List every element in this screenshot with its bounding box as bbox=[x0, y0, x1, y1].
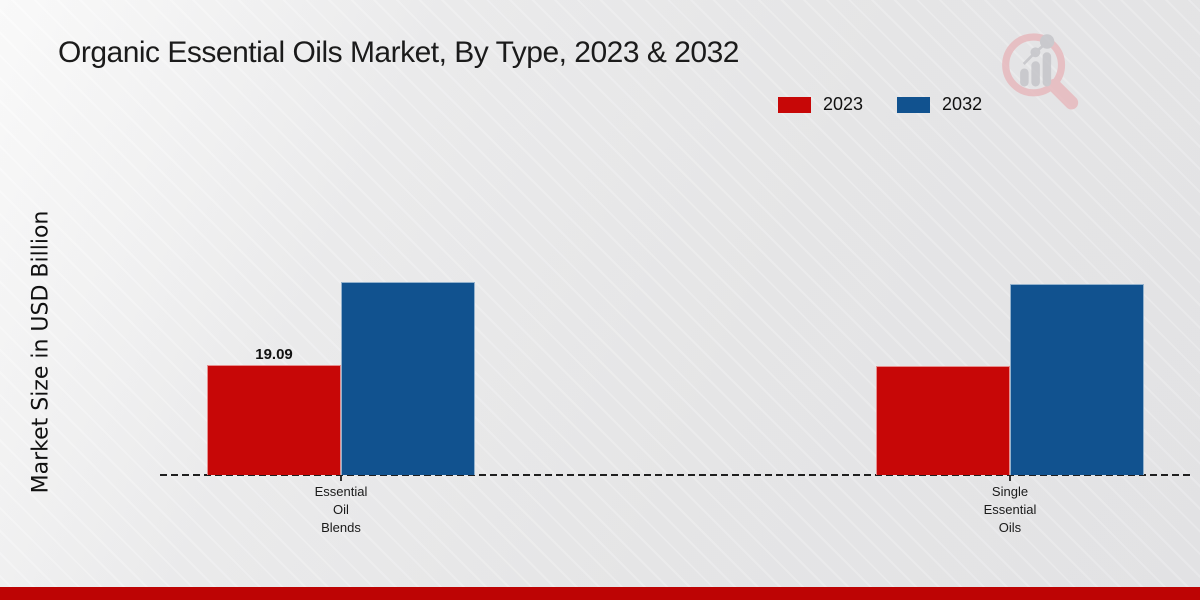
legend-item-2032: 2032 bbox=[897, 94, 982, 115]
bar-value-label: 19.09 bbox=[255, 346, 293, 363]
magnifier-bar-chart-logo-icon bbox=[993, 28, 1085, 123]
x-category-label: Essential Oil Blends bbox=[314, 484, 368, 535]
legend-swatch-2032 bbox=[897, 96, 931, 113]
x-category-label: Single Essential Oils bbox=[983, 484, 1037, 535]
bar-2032-single-essential-oils bbox=[1010, 284, 1144, 475]
x-axis-tick bbox=[340, 476, 342, 481]
x-axis-tick bbox=[1009, 476, 1011, 481]
bar-2023-essential-oil-blends bbox=[207, 365, 341, 475]
legend-label-2023: 2023 bbox=[823, 94, 864, 114]
legend-item-2023: 2023 bbox=[778, 94, 863, 115]
chart-title: Organic Essential Oils Market, By Type, … bbox=[58, 36, 739, 69]
bar-2023-single-essential-oils bbox=[876, 366, 1010, 475]
bar-2032-essential-oil-blends bbox=[341, 282, 475, 475]
legend-swatch-2023 bbox=[778, 96, 811, 113]
legend: 2023 2032 bbox=[778, 94, 982, 115]
x-axis-baseline bbox=[160, 474, 1190, 476]
footer-strip bbox=[0, 587, 1200, 600]
legend-label-2032: 2032 bbox=[942, 94, 983, 114]
